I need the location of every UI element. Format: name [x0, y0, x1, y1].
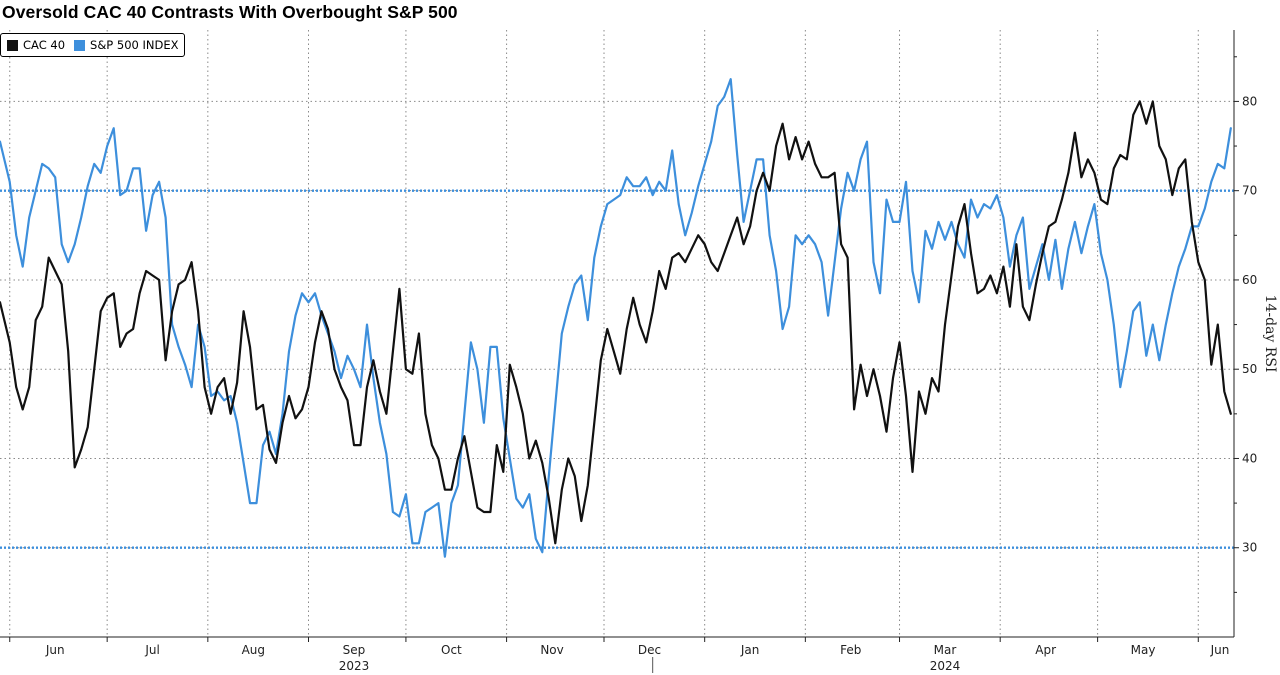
- legend-item-sp500: S&P 500 INDEX: [74, 38, 178, 52]
- legend-label-cac40: CAC 40: [23, 38, 66, 52]
- y-tick-label-70: 70: [1242, 184, 1257, 198]
- legend-label-sp500: S&P 500 INDEX: [90, 38, 179, 52]
- x-tick-label-10: Apr: [1035, 643, 1056, 657]
- x-tick-label-0: Jun: [45, 643, 65, 657]
- x-tick-label-2: Aug: [242, 643, 265, 657]
- grid-layer: [0, 30, 1234, 637]
- reference-lines: [0, 189, 1234, 549]
- legend: CAC 40 S&P 500 INDEX: [0, 33, 186, 57]
- y-tick-label-60: 60: [1242, 273, 1257, 287]
- x-tick-label-12: Jun: [1210, 643, 1230, 657]
- y-tick-label-40: 40: [1242, 451, 1257, 465]
- y-tick-label-80: 80: [1242, 94, 1257, 108]
- legend-swatch-sp500: [74, 39, 86, 51]
- x-tick-label-4: Oct: [441, 643, 462, 657]
- y-axis-label: 14-day RSI: [1262, 295, 1278, 373]
- x-tick-label-6: Dec: [638, 643, 661, 657]
- axes: 30 40 50 60 70 80 14-day RSI Jun Jul Aug Sep Oct Nov…: [0, 30, 1278, 673]
- series-layer: [0, 78, 1232, 558]
- y-tick-label-30: 30: [1242, 541, 1257, 555]
- x-tick-label-7: Jan: [740, 643, 760, 657]
- series-line-cac40: [0, 100, 1232, 545]
- x-tick-label-3: Sep: [343, 643, 366, 657]
- series-line-sp500: [0, 78, 1232, 558]
- x-tick-label-5: Nov: [540, 643, 563, 657]
- x-year-label-0: 2023: [339, 659, 370, 673]
- y-tick-label-50: 50: [1242, 362, 1257, 376]
- legend-item-cac40: CAC 40: [7, 38, 65, 52]
- x-tick-label-1: Jul: [144, 643, 159, 657]
- x-tick-label-9: Mar: [934, 643, 957, 657]
- chart-title: Oversold CAC 40 Contrasts With Overbough…: [2, 2, 458, 22]
- legend-swatch-cac40: [7, 39, 18, 51]
- x-tick-label-8: Feb: [840, 643, 861, 657]
- x-tick-label-11: May: [1131, 643, 1156, 657]
- x-year-label-1: 2024: [930, 659, 961, 673]
